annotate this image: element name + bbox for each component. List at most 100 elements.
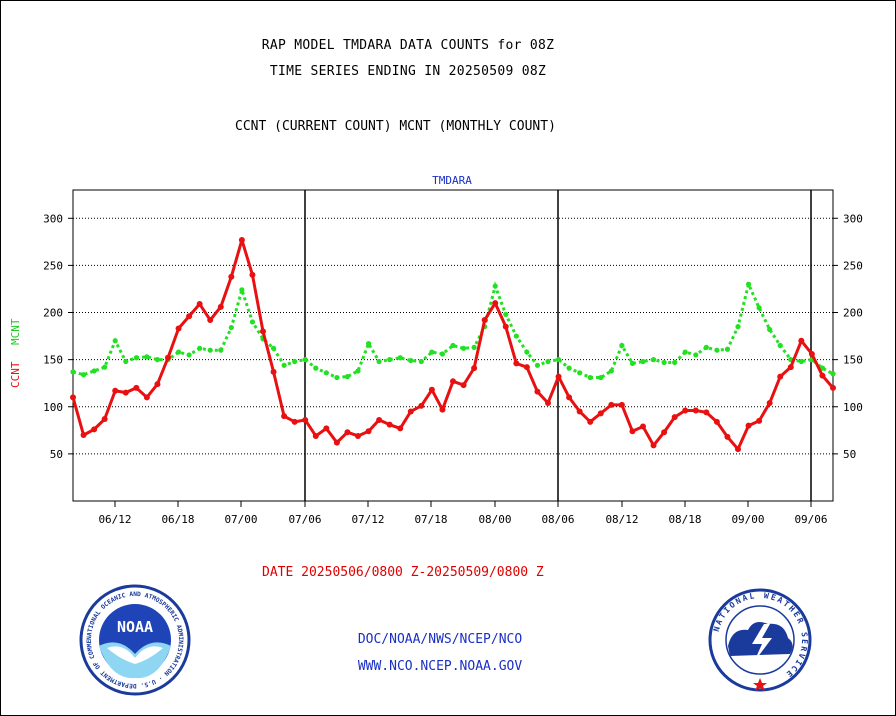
- x-tick-label: 08/06: [541, 513, 574, 526]
- ccnt-point: [682, 407, 689, 414]
- mcnt-point: [629, 360, 636, 367]
- mcnt-point: [577, 370, 583, 376]
- ccnt-point: [302, 416, 309, 423]
- mcnt-point: [323, 370, 329, 376]
- x-tick-label: 08/00: [478, 513, 511, 526]
- mcnt-point: [714, 347, 720, 353]
- mcnt-point: [619, 342, 625, 349]
- grid-lines: [73, 217, 833, 455]
- mcnt-point: [144, 354, 150, 360]
- y-axis-label: CCNT MCNT: [9, 318, 22, 388]
- y-tick-label-right: 300: [843, 212, 863, 225]
- x-tick-label: 07/06: [288, 513, 321, 526]
- ccnt-point: [291, 418, 298, 425]
- mcnt-point: [524, 349, 530, 355]
- ccnt-point: [808, 350, 815, 357]
- ccnt-point: [576, 408, 583, 415]
- mcnt-point: [745, 281, 752, 287]
- ccnt-point: [428, 386, 435, 393]
- ccnt-point: [376, 416, 383, 423]
- ccnt-point: [640, 423, 646, 430]
- ccnt-point: [629, 428, 636, 435]
- ccnt-point: [523, 364, 530, 371]
- mcnt-point: [397, 355, 403, 361]
- ccnt-point: [165, 354, 171, 361]
- mcnt-point: [703, 344, 709, 350]
- x-tick-label: 07/12: [351, 513, 384, 526]
- ccnt-point: [281, 413, 288, 420]
- ccnt-point: [481, 317, 488, 324]
- ccnt-point: [713, 418, 720, 425]
- ccnt-point: [566, 394, 573, 401]
- ccnt-point: [101, 416, 108, 423]
- y-tick-label-left: 150: [43, 354, 63, 367]
- mcnt-point: [724, 346, 731, 352]
- ccnt-point: [787, 364, 794, 371]
- mcnt-point: [186, 352, 192, 358]
- plot-area: [72, 189, 834, 502]
- ccnt-point: [323, 425, 330, 432]
- mcnt-point: [439, 351, 446, 357]
- ccnt-point: [260, 328, 266, 335]
- mcnt-point: [154, 357, 161, 363]
- mcnt-point: [587, 374, 593, 381]
- ccnt-point: [450, 378, 456, 385]
- ccnt-point: [238, 236, 245, 243]
- mcnt-point: [80, 372, 87, 378]
- y-axis-label-ccnt: CCNT: [9, 361, 22, 388]
- x-tick-label: 07/00: [224, 513, 257, 526]
- ccnt-point: [386, 421, 393, 428]
- ccnt-point: [798, 337, 805, 344]
- mcnt-point: [767, 326, 773, 333]
- ccnt-point: [745, 422, 752, 429]
- ccnt-point: [196, 301, 203, 308]
- mcnt-point: [334, 374, 340, 381]
- ccnt-point: [407, 408, 414, 415]
- date-range: DATE 20250506/0800 Z-20250509/0800 Z: [262, 565, 544, 580]
- mcnt-point: [344, 374, 351, 380]
- mcnt-point: [418, 358, 424, 365]
- mcnt-point: [355, 368, 361, 374]
- mcnt-point: [672, 359, 678, 366]
- mcnt-point: [387, 357, 393, 363]
- y-axis-label-mcnt: MCNT: [9, 318, 22, 345]
- mcnt-point: [302, 357, 308, 363]
- axis-ticks: 50 50 100 100 150 150 200 200 250 250 300 300 06/12 0…: [43, 212, 863, 526]
- series-mcnt-line: [72, 279, 834, 380]
- mcnt-point: [492, 283, 498, 289]
- ccnt-point: [418, 402, 425, 409]
- y-tick-label-right: 50: [843, 448, 856, 461]
- ccnt-point: [186, 313, 193, 320]
- mcnt-point: [798, 358, 804, 365]
- mcnt-point: [175, 349, 182, 355]
- ccnt-point: [777, 373, 784, 380]
- mcnt-point: [133, 355, 139, 361]
- mcnt-point: [608, 368, 614, 374]
- mcnt-point: [270, 345, 277, 351]
- mcnt-point: [292, 358, 298, 365]
- mcnt-point: [566, 365, 572, 371]
- ccnt-point: [618, 401, 625, 408]
- mcnt-point: [91, 368, 97, 374]
- ccnt-point: [217, 303, 224, 310]
- y-tick-label-right: 200: [843, 307, 863, 320]
- ccnt-point: [122, 389, 129, 396]
- ccnt-point: [270, 368, 277, 375]
- mcnt-point: [513, 333, 519, 339]
- ccnt-point: [692, 407, 699, 414]
- mcnt-point: [197, 345, 203, 351]
- ccnt-point: [344, 429, 351, 436]
- mcnt-point: [207, 347, 213, 353]
- ccnt-point: [143, 394, 150, 401]
- ccnt-point: [661, 429, 668, 436]
- mcnt-point: [70, 369, 76, 375]
- mcnt-point: [460, 345, 467, 351]
- ccnt-point: [80, 432, 87, 439]
- y-tick-label-right: 250: [843, 259, 863, 272]
- ccnt-point: [513, 360, 520, 367]
- ccnt-point: [175, 325, 182, 332]
- ccnt-point: [397, 425, 404, 432]
- ccnt-point: [333, 439, 340, 446]
- ccnt-point: [650, 442, 657, 449]
- y-tick-label-left: 300: [43, 212, 63, 225]
